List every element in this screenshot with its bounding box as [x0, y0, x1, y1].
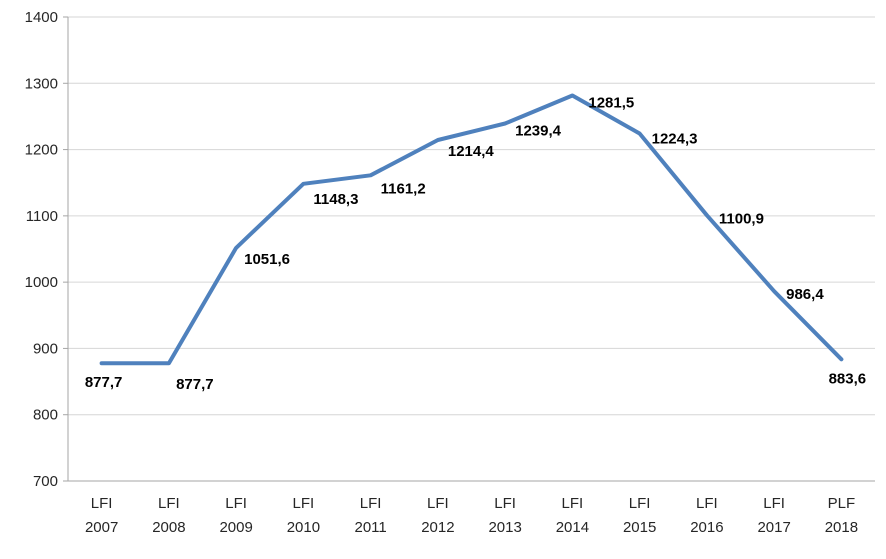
y-axis-labels: 700 800 900 1000 1100 1200 1300 1400	[25, 9, 58, 490]
series-line	[99, 93, 844, 366]
data-label: 986,4	[786, 286, 824, 303]
data-label: 1161,2	[381, 180, 426, 197]
x-tick-label: LFI 2010	[287, 495, 320, 536]
data-label: 877,7	[85, 374, 123, 391]
data-labels: 877,7 877,7 1051,6 1148,3 1161,2 1214,4 1239,4…	[85, 95, 866, 394]
y-tick-label: 900	[33, 340, 58, 357]
y-tick-label: 700	[33, 473, 58, 490]
x-tick-label: LFI 2017	[757, 495, 790, 536]
y-tick-label: 1100	[26, 208, 58, 225]
x-axis-labels: LFI 2007 LFI 2008 LFI 2009 LFI 2010 LFI 2011 LFI 20…	[85, 495, 858, 536]
data-label: 877,7	[176, 376, 214, 393]
x-tick-label: LFI 2008	[152, 495, 185, 536]
x-tick-label: LFI 2009	[219, 495, 252, 536]
y-tick-label: 1300	[25, 75, 58, 92]
data-label: 1214,4	[448, 143, 495, 160]
x-tick-label: LFI 2012	[421, 495, 454, 536]
data-label: 883,6	[829, 370, 867, 387]
x-tick-label: LFI 2016	[690, 495, 723, 536]
y-tick-label: 1200	[25, 142, 58, 159]
data-label: 1281,5	[588, 95, 634, 112]
x-tick-label: PLF 2018	[825, 495, 858, 536]
gridlines	[63, 16, 875, 482]
x-tick-label: LFI 2015	[623, 495, 656, 536]
data-label: 1239,4	[515, 122, 562, 139]
x-tick-label: LFI 2007	[85, 495, 118, 536]
x-tick-label: LFI 2011	[354, 495, 386, 536]
y-tick-label: 1000	[25, 274, 58, 291]
y-tick-label: 800	[33, 407, 58, 424]
data-label: 1224,3	[652, 130, 698, 147]
data-label: 1148,3	[313, 191, 358, 208]
data-label: 1100,9	[719, 210, 764, 227]
x-tick-label: LFI 2013	[488, 495, 521, 536]
y-tick-label: 1400	[25, 9, 58, 26]
x-tick-label: LFI 2014	[556, 495, 589, 536]
data-label: 1051,6	[244, 251, 290, 268]
